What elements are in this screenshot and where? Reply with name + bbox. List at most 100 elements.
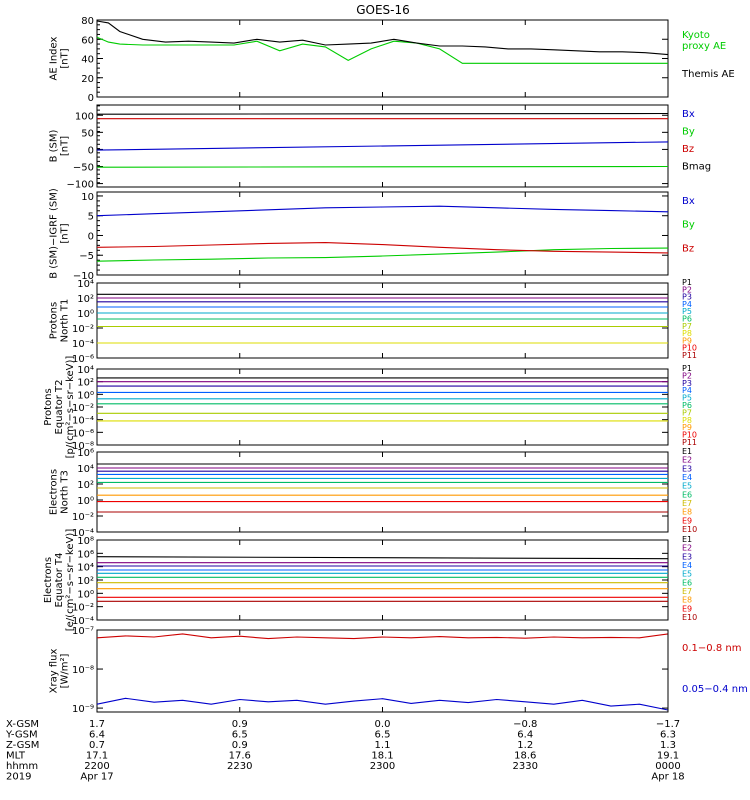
y-axis-label: [nT] bbox=[60, 136, 71, 156]
legend-entry: E2 bbox=[682, 544, 692, 553]
y-tick-label: 10⁻⁸ bbox=[72, 441, 94, 452]
legend-entry: P3 bbox=[682, 293, 692, 302]
series-line-by bbox=[96, 165, 669, 168]
y-tick-label: 20 bbox=[81, 74, 94, 85]
legend-entry: Bz bbox=[682, 144, 694, 155]
panel-frame bbox=[96, 368, 669, 446]
legend-entry: E5 bbox=[682, 570, 692, 579]
legend-entry: E7 bbox=[682, 499, 692, 508]
legend-entry: E1 bbox=[682, 535, 692, 544]
y-tick-label: 10² bbox=[77, 378, 94, 389]
legend-entry: E3 bbox=[682, 464, 692, 473]
panel-frame bbox=[96, 539, 669, 621]
y-axis-label: [W/m²] bbox=[60, 653, 71, 688]
y-tick-label: 5 bbox=[88, 212, 94, 223]
series-line-bmag bbox=[96, 112, 669, 115]
y-tick-label: 10⁻⁶ bbox=[72, 354, 94, 365]
panel-frame bbox=[96, 191, 669, 276]
x-row-value: 0.9 bbox=[232, 719, 248, 730]
y-axis-label: [nT] bbox=[60, 223, 71, 243]
y-tick-label: 10⁴ bbox=[77, 279, 94, 290]
y-tick-label: 40 bbox=[81, 55, 94, 66]
x-row-label: X-GSM bbox=[6, 719, 39, 730]
x-row-value: 1.3 bbox=[660, 740, 676, 751]
legend-entry: E6 bbox=[682, 490, 692, 499]
legend-entry: P2 bbox=[682, 371, 692, 380]
x-row-value: 6.4 bbox=[89, 730, 105, 741]
y-tick-label: −5 bbox=[79, 251, 94, 262]
y-axis-label: [nT] bbox=[60, 48, 71, 68]
x-row-label: hhmm bbox=[6, 761, 38, 772]
y-axis-label: B (SM)−IGRF (SM) bbox=[49, 188, 60, 279]
y-tick-label: 10⁴ bbox=[77, 464, 94, 475]
legend-entry: E9 bbox=[682, 604, 692, 613]
series-line-bx bbox=[96, 205, 669, 217]
y-tick-label: 10⁻⁷ bbox=[72, 626, 94, 637]
x-row-value: 6.4 bbox=[517, 730, 533, 741]
legend-entry: P1 bbox=[682, 364, 692, 373]
x-row-label: 2019 bbox=[6, 772, 31, 783]
y-tick-label: 10⁻² bbox=[72, 512, 94, 523]
y-tick-label: 10⁴ bbox=[77, 563, 94, 574]
legend-entry: P1 bbox=[682, 278, 692, 287]
x-row-value: 6.3 bbox=[660, 730, 676, 741]
y-tick-label: −50 bbox=[73, 163, 94, 174]
legend-entry: P4 bbox=[682, 386, 692, 395]
y-tick-label: 10⁻² bbox=[72, 403, 94, 414]
series-line-themis-ae bbox=[96, 20, 669, 56]
series-line-bx bbox=[96, 141, 669, 151]
x-row-value: 0.7 bbox=[89, 740, 105, 751]
y-tick-label: 10² bbox=[77, 576, 94, 587]
legend-entry: 0.05−0.4 nm bbox=[682, 684, 748, 695]
legend-entry: E9 bbox=[682, 516, 692, 525]
y-axis-label: Electrons bbox=[43, 557, 54, 603]
series-line-kyoto-proxy-ae bbox=[96, 36, 668, 64]
y-tick-label: 10² bbox=[77, 480, 94, 491]
y-tick-label: 0 bbox=[88, 231, 94, 242]
x-row-value: 2230 bbox=[227, 761, 252, 772]
y-tick-label: 10⁴ bbox=[77, 365, 94, 376]
legend-entry: P7 bbox=[682, 408, 692, 417]
x-row-label: MLT bbox=[6, 751, 26, 762]
figure-title: GOES-16 bbox=[356, 3, 410, 17]
x-row-value: 18.1 bbox=[371, 751, 393, 762]
y-tick-label: 10⁻⁴ bbox=[72, 416, 94, 427]
y-axis-label: North T1 bbox=[60, 299, 71, 343]
legend-entry: 0.1−0.8 nm bbox=[682, 643, 741, 654]
x-row-value: 6.5 bbox=[232, 730, 248, 741]
x-row-value: 1.1 bbox=[375, 740, 391, 751]
y-tick-label: 50 bbox=[81, 128, 94, 139]
series-line-0-05-0-4-nm bbox=[96, 697, 669, 711]
legend-entry: By bbox=[682, 220, 695, 231]
y-tick-label: 10⁰ bbox=[77, 390, 94, 401]
panel-frame bbox=[96, 629, 669, 713]
legend-entry: Kyoto bbox=[682, 30, 710, 41]
y-tick-label: 10 bbox=[81, 192, 94, 203]
x-row-value: 2300 bbox=[370, 761, 395, 772]
legend-entry: E8 bbox=[682, 596, 692, 605]
x-row-value: 2330 bbox=[513, 761, 538, 772]
x-row-value: 0.0 bbox=[375, 719, 391, 730]
legend-entry: P4 bbox=[682, 300, 692, 309]
series-line-by bbox=[96, 247, 669, 262]
legend-entry: P6 bbox=[682, 315, 692, 324]
legend-entry: E8 bbox=[682, 508, 692, 517]
x-row-value: 17.1 bbox=[86, 751, 108, 762]
y-tick-label: 10⁻² bbox=[72, 603, 94, 614]
panel-7: 10⁻⁴ 10⁻² 10⁰ 10² 10⁴ 10⁶ 10⁸ Electrons Equator … bbox=[43, 529, 697, 632]
y-tick-label: 0 bbox=[88, 93, 94, 104]
y-tick-label: 10⁶ bbox=[77, 448, 94, 459]
y-axis-label: AE Index bbox=[49, 36, 60, 80]
y-axis-label: [p/(cm²−s−sr−keV)] bbox=[65, 356, 76, 459]
y-axis-label: Protons bbox=[43, 388, 54, 425]
x-row-value: 0000 bbox=[655, 761, 680, 772]
legend-entry: P5 bbox=[682, 307, 692, 316]
legend-entry: Bx bbox=[682, 196, 695, 207]
x-row-value: 6.5 bbox=[375, 730, 391, 741]
y-tick-label: 100 bbox=[75, 111, 94, 122]
y-tick-label: 10² bbox=[77, 294, 94, 305]
legend-entry: P9 bbox=[682, 423, 692, 432]
y-tick-label: −10 bbox=[73, 271, 94, 282]
